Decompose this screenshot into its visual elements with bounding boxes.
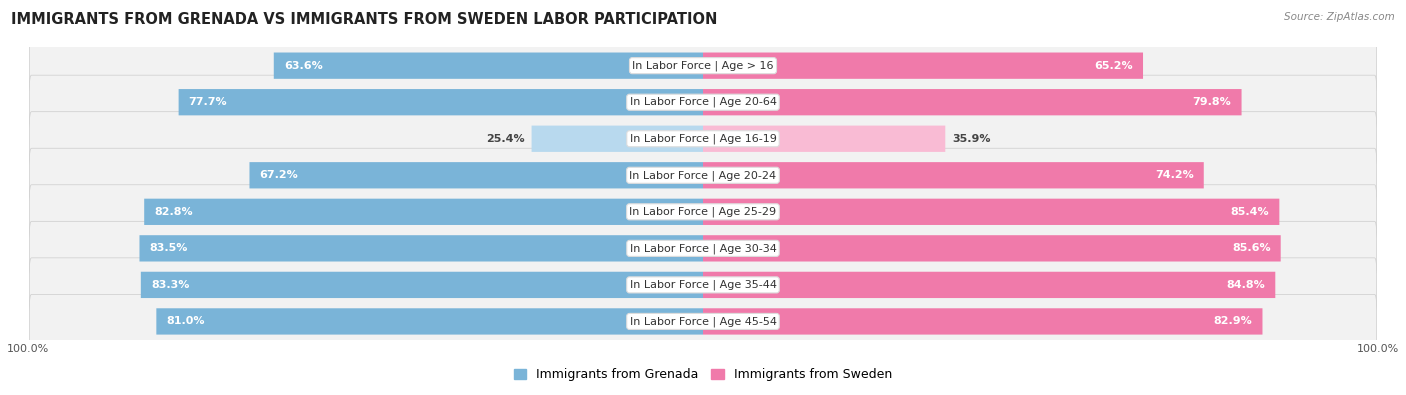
FancyBboxPatch shape bbox=[703, 235, 1281, 261]
FancyBboxPatch shape bbox=[274, 53, 703, 79]
FancyBboxPatch shape bbox=[531, 126, 703, 152]
FancyBboxPatch shape bbox=[703, 308, 1263, 335]
Text: 74.2%: 74.2% bbox=[1154, 170, 1194, 180]
FancyBboxPatch shape bbox=[703, 199, 1279, 225]
Text: 85.4%: 85.4% bbox=[1230, 207, 1270, 217]
FancyBboxPatch shape bbox=[30, 148, 1376, 202]
Text: 83.3%: 83.3% bbox=[150, 280, 190, 290]
FancyBboxPatch shape bbox=[156, 308, 703, 335]
FancyBboxPatch shape bbox=[30, 294, 1376, 348]
Text: 81.0%: 81.0% bbox=[166, 316, 205, 326]
Text: In Labor Force | Age > 16: In Labor Force | Age > 16 bbox=[633, 60, 773, 71]
FancyBboxPatch shape bbox=[30, 112, 1376, 166]
Text: 85.6%: 85.6% bbox=[1232, 243, 1271, 253]
FancyBboxPatch shape bbox=[139, 235, 703, 261]
Text: 67.2%: 67.2% bbox=[260, 170, 298, 180]
FancyBboxPatch shape bbox=[703, 53, 1143, 79]
FancyBboxPatch shape bbox=[703, 272, 1275, 298]
Text: In Labor Force | Age 20-64: In Labor Force | Age 20-64 bbox=[630, 97, 776, 107]
Text: In Labor Force | Age 30-34: In Labor Force | Age 30-34 bbox=[630, 243, 776, 254]
FancyBboxPatch shape bbox=[145, 199, 703, 225]
FancyBboxPatch shape bbox=[30, 221, 1376, 275]
FancyBboxPatch shape bbox=[30, 258, 1376, 312]
Text: 82.9%: 82.9% bbox=[1213, 316, 1253, 326]
FancyBboxPatch shape bbox=[703, 126, 945, 152]
FancyBboxPatch shape bbox=[703, 89, 1241, 115]
FancyBboxPatch shape bbox=[249, 162, 703, 188]
Text: 79.8%: 79.8% bbox=[1192, 97, 1232, 107]
Text: In Labor Force | Age 45-54: In Labor Force | Age 45-54 bbox=[630, 316, 776, 327]
Text: In Labor Force | Age 35-44: In Labor Force | Age 35-44 bbox=[630, 280, 776, 290]
Text: 84.8%: 84.8% bbox=[1226, 280, 1265, 290]
FancyBboxPatch shape bbox=[703, 162, 1204, 188]
Text: In Labor Force | Age 20-24: In Labor Force | Age 20-24 bbox=[630, 170, 776, 181]
Text: Source: ZipAtlas.com: Source: ZipAtlas.com bbox=[1284, 12, 1395, 22]
Text: 77.7%: 77.7% bbox=[188, 97, 228, 107]
Text: 35.9%: 35.9% bbox=[952, 134, 991, 144]
Legend: Immigrants from Grenada, Immigrants from Sweden: Immigrants from Grenada, Immigrants from… bbox=[509, 363, 897, 386]
Text: 25.4%: 25.4% bbox=[486, 134, 524, 144]
Text: 82.8%: 82.8% bbox=[155, 207, 193, 217]
Text: 63.6%: 63.6% bbox=[284, 61, 322, 71]
FancyBboxPatch shape bbox=[30, 75, 1376, 129]
FancyBboxPatch shape bbox=[30, 39, 1376, 93]
Text: 65.2%: 65.2% bbox=[1094, 61, 1133, 71]
Text: IMMIGRANTS FROM GRENADA VS IMMIGRANTS FROM SWEDEN LABOR PARTICIPATION: IMMIGRANTS FROM GRENADA VS IMMIGRANTS FR… bbox=[11, 12, 717, 27]
Text: In Labor Force | Age 16-19: In Labor Force | Age 16-19 bbox=[630, 134, 776, 144]
Text: In Labor Force | Age 25-29: In Labor Force | Age 25-29 bbox=[630, 207, 776, 217]
FancyBboxPatch shape bbox=[141, 272, 703, 298]
FancyBboxPatch shape bbox=[30, 185, 1376, 239]
FancyBboxPatch shape bbox=[179, 89, 703, 115]
Text: 83.5%: 83.5% bbox=[149, 243, 188, 253]
